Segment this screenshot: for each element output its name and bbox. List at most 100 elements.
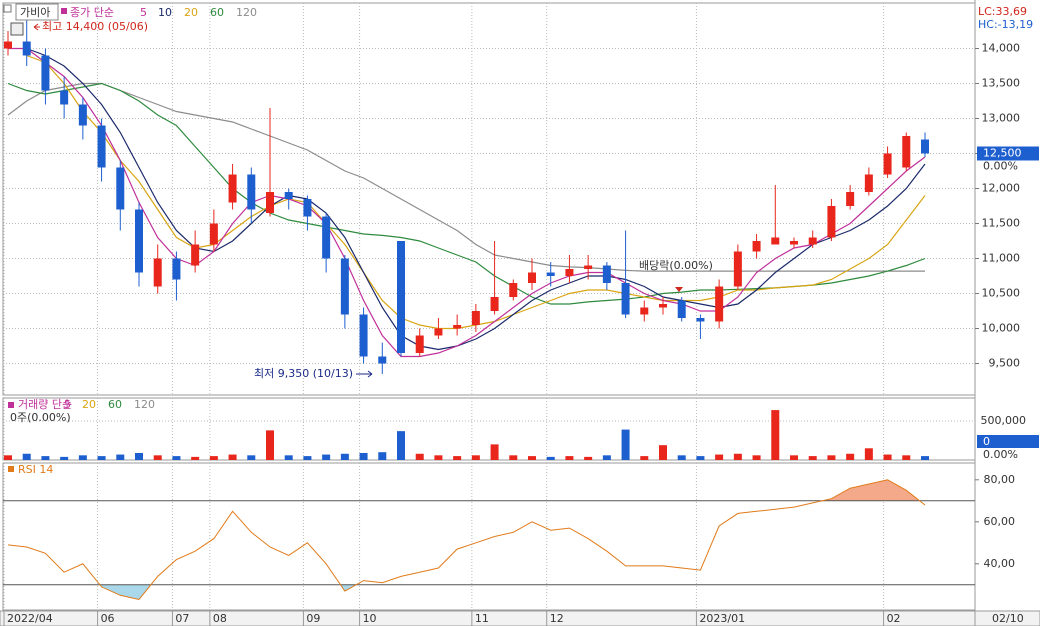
volume-bar — [733, 453, 742, 460]
legend-entry: 20 — [184, 6, 198, 19]
y-tick-label: 500,000 — [981, 414, 1027, 427]
legend-entry: 60 — [108, 398, 122, 411]
x-tick-label: 11 — [475, 612, 489, 625]
y-tick-label: 11,500 — [982, 217, 1021, 230]
x-axis-band — [0, 610, 1040, 626]
candle-body — [434, 328, 443, 336]
volume-bar — [191, 456, 200, 460]
y-tick-label: 12,000 — [982, 182, 1021, 195]
grid-icon — [10, 22, 24, 36]
volume-bar — [921, 456, 929, 460]
candle-body — [397, 241, 405, 353]
volume-bar — [808, 456, 817, 460]
candle-body — [808, 237, 817, 245]
last-volume-change: 0.00% — [983, 448, 1018, 461]
legend-entry: 5 — [64, 398, 71, 411]
candle-body — [771, 237, 780, 245]
chart-title: 가비아 — [20, 6, 50, 19]
volume-bar — [584, 456, 593, 460]
last-volume-tag — [977, 435, 1039, 448]
volume-bar — [397, 431, 405, 460]
candle-body — [883, 153, 892, 175]
y-tick-label: 13,000 — [982, 112, 1021, 125]
volume-info: 0주(0.00%) — [10, 411, 71, 424]
x-tick-label: 08 — [213, 612, 227, 625]
volume-bar — [771, 410, 780, 460]
candle-body — [247, 174, 256, 210]
volume-bar — [827, 455, 836, 460]
x-tick-label: 02 — [887, 612, 901, 625]
candle-body — [453, 325, 462, 329]
candle-body — [659, 304, 667, 308]
dividend-annotation: 배당락(0.00%) — [639, 259, 713, 272]
candle-body — [715, 286, 724, 322]
hc-label: HC:-13,19 — [978, 18, 1033, 31]
candle-body — [696, 318, 705, 322]
dividend-marker — [675, 287, 683, 292]
legend-icon — [8, 466, 14, 472]
x-tick-label: 2023/01 — [699, 612, 745, 625]
rsi-overbought-area — [822, 479, 920, 501]
volume-bar — [247, 455, 256, 460]
candle-body — [22, 41, 31, 56]
x-end-label: 02/10 — [992, 612, 1024, 625]
candle-body — [733, 251, 742, 287]
volume-bar — [864, 448, 873, 460]
volume-bar — [640, 456, 649, 460]
candle-body — [528, 272, 536, 283]
candle-body — [41, 55, 50, 91]
candle-body — [172, 258, 181, 280]
candle-body — [509, 283, 518, 297]
y-tick-label: 60,00 — [984, 515, 1016, 528]
volume-bar — [752, 455, 761, 460]
volume-bar — [846, 453, 855, 460]
volume-bar — [228, 454, 237, 460]
candle-body — [565, 269, 574, 276]
volume-bar — [41, 456, 50, 460]
ma-line — [26, 47, 926, 351]
ma-label: 종가 단순 — [70, 6, 114, 19]
volume-legend: 5 20 60 120 — [64, 398, 155, 411]
volume-bar — [715, 454, 724, 460]
candle-body — [827, 206, 836, 238]
volume-bar — [78, 455, 87, 460]
volume-bar — [378, 452, 387, 460]
last-volume-label: 0 — [983, 435, 990, 448]
y-tick-label: 10,500 — [982, 287, 1021, 300]
legend-entry: 120 — [134, 398, 155, 411]
volume-bar — [453, 456, 462, 460]
candle-body — [621, 283, 630, 315]
candle-body — [584, 265, 593, 269]
volume-bar — [546, 456, 555, 460]
volume-bar — [565, 456, 574, 460]
title-box — [15, 3, 59, 21]
volume-bar — [303, 456, 312, 460]
candle-body — [677, 300, 686, 318]
y-tick-label: 11,000 — [982, 252, 1021, 265]
candle-body — [322, 216, 331, 259]
candle-body — [546, 272, 555, 276]
candle-body — [921, 139, 929, 154]
x-tick-label: 10 — [363, 612, 377, 625]
volume-bar — [696, 456, 705, 460]
volume-bar — [902, 455, 911, 460]
candle-body — [191, 244, 200, 266]
ma-line — [8, 47, 926, 358]
volume-bar — [22, 453, 31, 460]
chart-layer: 2022/04 06 07 08 09 10 11 12 2023/01 02 9,500 10,00… — [3, 3, 1039, 626]
lc-label: LC:33,69 — [978, 5, 1027, 18]
candle-body — [415, 335, 424, 353]
x-tick-label: 2022/04 — [7, 612, 53, 625]
legend-entry: 20 — [82, 398, 96, 411]
candle-body — [340, 258, 349, 315]
y-tick-label: 9,500 — [989, 357, 1021, 370]
volume-bar — [266, 430, 274, 460]
candle-body — [303, 199, 312, 217]
low-annotation: 최저 9,350 (10/13) — [254, 367, 353, 380]
volume-bar — [359, 452, 368, 460]
candle-body — [266, 192, 274, 213]
candle-body — [135, 209, 143, 273]
x-tick-label: 06 — [101, 612, 115, 625]
legend-entry: 60 — [210, 6, 224, 19]
